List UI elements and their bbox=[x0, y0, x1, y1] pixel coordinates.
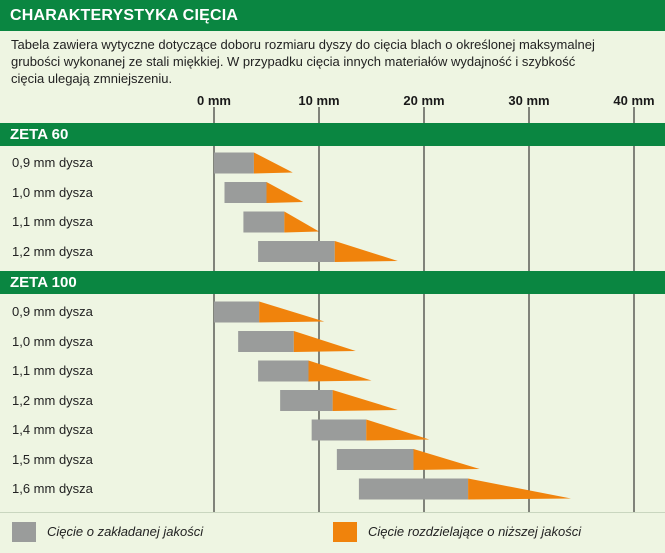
legend-label-severance: Cięcie rozdzielające o niższej jakości bbox=[368, 524, 582, 539]
row-label: 1,0 mm dysza bbox=[12, 184, 93, 200]
row-label: 1,6 mm dysza bbox=[12, 481, 93, 496]
row-label: 1,1 mm dysza bbox=[12, 214, 93, 229]
row-label: 1,1 mm dysza bbox=[12, 363, 93, 378]
bar-severance bbox=[293, 331, 356, 352]
bar-severance bbox=[366, 419, 430, 441]
bar-quality bbox=[214, 152, 254, 174]
legend-label-quality: Cięcie o zakładanej jakości bbox=[47, 524, 204, 539]
bar-severance bbox=[334, 241, 398, 262]
bar-quality bbox=[238, 331, 294, 352]
description-line: grubości wykonanej ze stali miękkiej. W … bbox=[11, 54, 576, 69]
bar-severance bbox=[259, 301, 325, 323]
x-tick-label: 40 mm bbox=[613, 93, 655, 108]
x-tick-label: 0 mm bbox=[197, 93, 231, 108]
bar-severance bbox=[266, 182, 304, 203]
bar-quality bbox=[258, 360, 309, 382]
bar-severance bbox=[253, 152, 293, 174]
bar-severance bbox=[332, 390, 398, 411]
x-tick-label: 30 mm bbox=[508, 93, 550, 108]
page-title: CHARAKTERYSTYKA CIĘCIA bbox=[0, 0, 665, 31]
bar-severance bbox=[308, 360, 372, 382]
bar-severance bbox=[284, 211, 319, 233]
row-label: 1,5 mm dysza bbox=[12, 451, 93, 467]
bar-severance bbox=[413, 449, 480, 470]
description: Tabela zawiera wytyczne dotyczące doboru… bbox=[11, 36, 659, 87]
bar-quality bbox=[336, 449, 414, 470]
x-tick-label: 10 mm bbox=[298, 93, 340, 108]
group-header: ZETA 60 bbox=[0, 123, 665, 146]
description-line: Tabela zawiera wytyczne dotyczące doboru… bbox=[11, 37, 595, 52]
bar-quality bbox=[311, 419, 367, 441]
bar-quality bbox=[214, 301, 260, 323]
bar-quality bbox=[243, 211, 285, 233]
legend-swatch-severance bbox=[333, 522, 357, 542]
group-header: ZETA 100 bbox=[0, 271, 665, 294]
row-label: 1,4 mm dysza bbox=[12, 422, 93, 437]
bar-severance bbox=[468, 478, 571, 500]
row-label: 1,2 mm dysza bbox=[12, 243, 93, 259]
bar-quality bbox=[224, 182, 267, 203]
row-label: 1,2 mm dysza bbox=[12, 392, 93, 408]
bar-quality bbox=[280, 390, 333, 411]
row-label: 1,0 mm dysza bbox=[12, 333, 93, 349]
legend-swatch-quality bbox=[12, 522, 36, 542]
bar-quality bbox=[358, 478, 469, 500]
x-tick-label: 20 mm bbox=[403, 93, 445, 108]
description-line: cięcia ulegają zmniejszeniu. bbox=[11, 71, 173, 86]
legend bbox=[0, 512, 665, 553]
row-label: 0,9 mm dysza bbox=[12, 304, 93, 319]
row-label: 0,9 mm dysza bbox=[12, 155, 93, 170]
bar-quality bbox=[258, 241, 335, 262]
